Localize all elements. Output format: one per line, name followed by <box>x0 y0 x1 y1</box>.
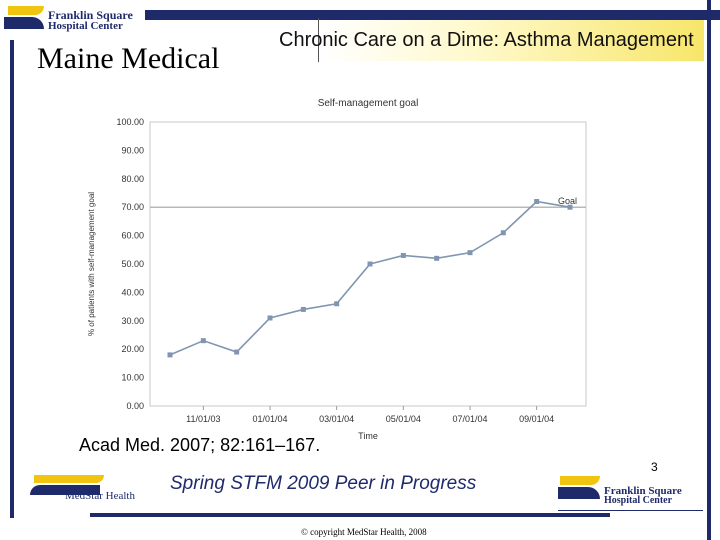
y-tick-label: 80.00 <box>121 174 144 184</box>
bottom-rule <box>558 510 703 511</box>
right-frame-bar <box>707 0 720 540</box>
y-tick-label: 90.00 <box>121 145 144 155</box>
title-accent-band <box>320 20 704 61</box>
data-point <box>167 352 173 358</box>
y-tick-label: 60.00 <box>121 231 144 241</box>
data-point <box>300 306 306 312</box>
logo-text-line2: Hospital Center <box>48 20 123 32</box>
logo-text-line1: Franklin Square <box>604 485 682 497</box>
data-point <box>334 301 340 307</box>
y-tick-label: 10.00 <box>121 373 144 383</box>
x-tick-label: 07/01/04 <box>452 414 487 424</box>
x-tick-label: 09/01/04 <box>519 414 554 424</box>
y-tick-label: 0.00 <box>126 401 144 411</box>
self-management-goal-chart: Self-management goal Time % of patients … <box>87 98 587 441</box>
data-point <box>534 199 540 205</box>
title-divider <box>318 18 319 62</box>
data-point <box>234 349 240 355</box>
left-frame-bar <box>10 40 14 518</box>
logo-swoosh-navy-icon <box>4 17 44 29</box>
franklin-square-logo-bottom: Franklin Square Hospital Center <box>558 472 706 510</box>
x-tick-label: 03/01/04 <box>319 414 354 424</box>
logo-swoosh-gold-icon <box>560 476 600 485</box>
goal-label: Goal <box>558 196 577 206</box>
chart-title: Self-management goal <box>318 98 419 109</box>
x-axis-label: Time <box>358 431 378 441</box>
copyright-text: © copyright MedStar Health, 2008 <box>301 527 427 537</box>
logo-text-line2: Hospital Center <box>604 495 673 506</box>
data-point <box>367 261 373 267</box>
y-tick-label: 30.00 <box>121 316 144 326</box>
data-point <box>500 230 506 236</box>
conference-title: Spring STFM 2009 Peer in Progress <box>170 473 477 494</box>
y-tick-label: 20.00 <box>121 344 144 354</box>
data-point <box>200 338 206 344</box>
medstar-health-logo: MedStar Health <box>28 470 158 504</box>
logo-swoosh-navy-icon <box>558 487 600 499</box>
medstar-swoosh-gold-icon <box>34 475 104 483</box>
data-point <box>467 250 473 256</box>
medstar-swoosh-navy-icon <box>30 485 100 495</box>
slide-number: 3 <box>651 460 658 474</box>
y-tick-label: 100.00 <box>116 117 144 127</box>
data-point <box>567 204 573 210</box>
slide-title: Chronic Care on a Dime: Asthma Managemen… <box>279 29 694 51</box>
bottom-frame-bar <box>90 513 610 517</box>
y-axis-label: % of patients with self-management goal <box>87 192 96 336</box>
x-tick-label: 05/01/04 <box>386 414 421 424</box>
franklin-square-logo-top: Franklin Square Hospital Center <box>0 0 145 40</box>
institution-heading: Maine Medical <box>37 42 220 75</box>
y-tick-label: 40.00 <box>121 287 144 297</box>
x-tick-label: 01/01/04 <box>252 414 287 424</box>
data-point <box>400 252 406 258</box>
citation-text: Acad Med. 2007; 82:161–167. <box>79 435 321 455</box>
y-tick-label: 70.00 <box>121 202 144 212</box>
medstar-text: MedStar Health <box>65 490 135 502</box>
logo-text-line1: Franklin Square <box>48 8 133 22</box>
logo-swoosh-gold-icon <box>8 6 44 15</box>
top-frame-bar <box>140 10 720 20</box>
data-point <box>267 315 273 321</box>
data-point <box>434 255 440 261</box>
y-tick-label: 50.00 <box>121 259 144 269</box>
x-tick-label: 11/01/03 <box>186 414 220 424</box>
